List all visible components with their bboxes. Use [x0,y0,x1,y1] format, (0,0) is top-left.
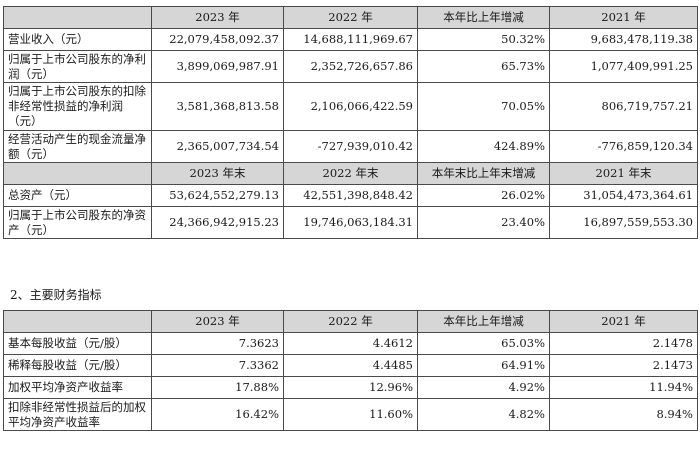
cell-value: 14,688,111,969.67 [283,28,418,51]
section-heading: 2、主要财务指标 [10,288,102,302]
cell-value: 4.92% [417,376,550,399]
cell-value: 2,365,007,734.54 [151,130,284,163]
table-row: 归属于上市公司股东的净利润（元） 3,899,069,987.91 2,352,… [3,50,698,83]
row-label: 扣除非经常性损益后的加权平均净资产收益率 [3,398,152,431]
cell-value: 50.32% [417,28,550,51]
subheader-cell: 2021 年末 [549,162,698,185]
row-label: 基本每股收益（元/股） [3,332,152,355]
row-label: 营业收入（元） [3,28,152,51]
table-row: 经营活动产生的现金流量净额（元） 2,365,007,734.54 -727,9… [3,130,698,163]
cell-value: 4.82% [417,398,550,431]
header-cell: 2023 年 [151,310,284,333]
row-label: 加权平均净资产收益率 [3,376,152,399]
row-label: 归属于上市公司股东的净利润（元） [3,50,152,83]
cell-value: 11.60% [283,398,418,431]
cell-value: 70.05% [417,82,550,131]
cell-value: 9,683,478,119.38 [549,28,698,51]
cell-value: 31,054,473,364.61 [549,184,698,207]
row-label: 总资产（元） [3,184,152,207]
table-header-row: 2023 年 2022 年 本年比上年增减 2021 年 [3,310,698,333]
cell-value: 7.3362 [151,354,284,377]
cell-value: 3,899,069,987.91 [151,50,284,83]
header-cell [3,6,152,29]
cell-value: 19,746,063,184.31 [283,206,418,239]
cell-value: 12.96% [283,376,418,399]
cell-value: 3,581,368,813.58 [151,82,284,131]
cell-value: 7.3623 [151,332,284,355]
header-cell: 2023 年 [151,6,284,29]
subheader-cell: 本年末比上年末增减 [417,162,550,185]
header-cell [3,310,152,333]
key-financial-indicators-table: 2023 年 2022 年 本年比上年增减 2021 年 基本每股收益（元/股）… [3,310,698,431]
table-row: 营业收入（元） 22,079,458,092.37 14,688,111,969… [3,28,698,51]
table-row: 稀释每股收益（元/股） 7.3362 4.4485 64.91% 2.1473 [3,354,698,377]
header-cell: 2021 年 [549,6,698,29]
table-row: 归属于上市公司股东的扣除非经常性损益的净利润（元） 3,581,368,813.… [3,82,698,131]
cell-value: 424.89% [417,130,550,163]
cell-value: 42,551,398,848.42 [283,184,418,207]
main-financial-data-table: 2023 年 2022 年 本年比上年增减 2021 年 营业收入（元） 22,… [3,6,698,239]
table-row: 总资产（元） 53,624,552,279.13 42,551,398,848.… [3,184,698,207]
table-header-row: 2023 年 2022 年 本年比上年增减 2021 年 [3,6,698,29]
cell-value: 806,719,757.21 [549,82,698,131]
cell-value: 64.91% [417,354,550,377]
cell-value: 53,624,552,279.13 [151,184,284,207]
cell-value: 16,897,559,553.30 [549,206,698,239]
subheader-cell: 2022 年末 [283,162,418,185]
table-subheader-row: 2023 年末 2022 年末 本年末比上年末增减 2021 年末 [3,162,698,185]
row-label: 经营活动产生的现金流量净额（元） [3,130,152,163]
cell-value: 65.03% [417,332,550,355]
cell-value: 65.73% [417,50,550,83]
cell-value: 17.88% [151,376,284,399]
subheader-cell: 2023 年末 [151,162,284,185]
row-label: 归属于上市公司股东的净资产（元） [3,206,152,239]
cell-value: 23.40% [417,206,550,239]
cell-value: 22,079,458,092.37 [151,28,284,51]
row-label: 稀释每股收益（元/股） [3,354,152,377]
header-cell: 本年比上年增减 [417,6,550,29]
cell-value: 2,352,726,657.86 [283,50,418,83]
cell-value: 8.94% [549,398,698,431]
table-row: 归属于上市公司股东的净资产（元） 24,366,942,915.23 19,74… [3,206,698,239]
cell-value: 2.1478 [549,332,698,355]
cell-value: 4.4485 [283,354,418,377]
cell-value: 24,366,942,915.23 [151,206,284,239]
header-cell: 2021 年 [549,310,698,333]
table-row: 基本每股收益（元/股） 7.3623 4.4612 65.03% 2.1478 [3,332,698,355]
table-row: 加权平均净资产收益率 17.88% 12.96% 4.92% 11.94% [3,376,698,399]
table-row: 扣除非经常性损益后的加权平均净资产收益率 16.42% 11.60% 4.82%… [3,398,698,431]
cell-value: -776,859,120.34 [549,130,698,163]
cell-value: 26.02% [417,184,550,207]
cell-value: 2,106,066,422.59 [283,82,418,131]
cell-value: 4.4612 [283,332,418,355]
cell-value: 1,077,409,991.25 [549,50,698,83]
row-label: 归属于上市公司股东的扣除非经常性损益的净利润（元） [3,82,152,131]
cell-value: 2.1473 [549,354,698,377]
subheader-cell [3,162,152,185]
header-cell: 2022 年 [283,310,418,333]
header-cell: 2022 年 [283,6,418,29]
cell-value: 16.42% [151,398,284,431]
cell-value: -727,939,010.42 [283,130,418,163]
cell-value: 11.94% [549,376,698,399]
header-cell: 本年比上年增减 [417,310,550,333]
